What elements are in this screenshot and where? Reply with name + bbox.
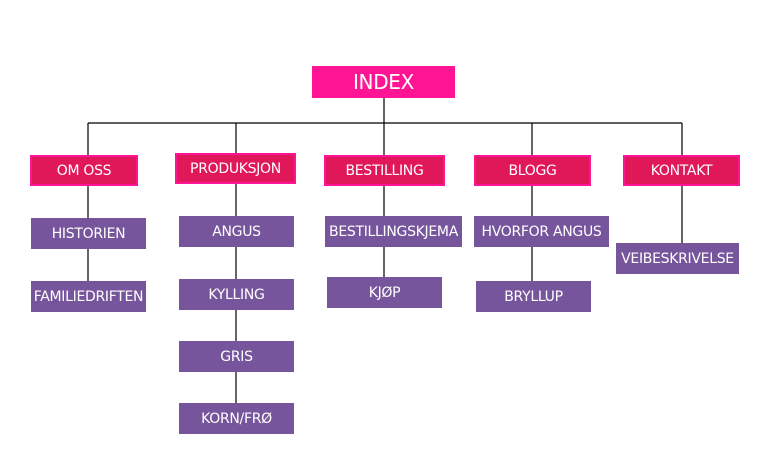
node-kylling: KYLLING: [179, 279, 294, 310]
node-veibeskrivelse: VEIBESKRIVELSE: [616, 243, 739, 274]
node-bestillingskjema: BESTILLINGSKJEMA: [325, 216, 462, 247]
node-bestilling: BESTILLING: [324, 155, 445, 186]
node-om-oss: OM OSS: [30, 155, 138, 186]
node-gris: GRIS: [179, 341, 294, 372]
node-index: INDEX: [312, 66, 455, 98]
node-blogg: BLOGG: [474, 155, 591, 186]
node-familiedriften: FAMILIEDRIFTEN: [31, 281, 146, 312]
node-kjop: KJØP: [327, 277, 442, 308]
node-korn-fro: KORN/FRØ: [179, 403, 294, 434]
node-historien: HISTORIEN: [31, 218, 146, 249]
node-produksjon: PRODUKSJON: [175, 153, 296, 184]
node-hvorfor-angus: HVORFOR ANGUS: [474, 216, 609, 247]
node-kontakt: KONTAKT: [623, 155, 740, 186]
node-angus: ANGUS: [179, 216, 294, 247]
node-bryllup: BRYLLUP: [476, 281, 591, 312]
